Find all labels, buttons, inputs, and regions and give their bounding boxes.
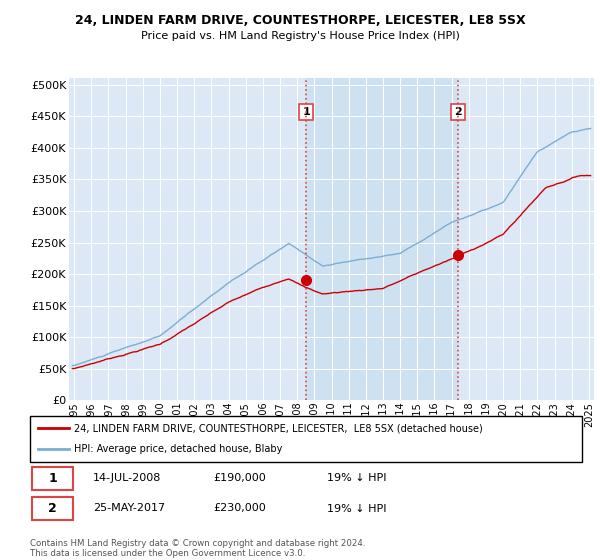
Text: 25-MAY-2017: 25-MAY-2017 — [93, 503, 165, 514]
Text: £190,000: £190,000 — [213, 473, 266, 483]
Text: 14-JUL-2008: 14-JUL-2008 — [93, 473, 161, 483]
Text: 19% ↓ HPI: 19% ↓ HPI — [327, 473, 386, 483]
Text: Price paid vs. HM Land Registry's House Price Index (HPI): Price paid vs. HM Land Registry's House … — [140, 31, 460, 41]
Text: £230,000: £230,000 — [213, 503, 266, 514]
Text: Contains HM Land Registry data © Crown copyright and database right 2024.
This d: Contains HM Land Registry data © Crown c… — [30, 539, 365, 558]
FancyBboxPatch shape — [30, 416, 582, 462]
Text: 24, LINDEN FARM DRIVE, COUNTESTHORPE, LEICESTER,  LE8 5SX (detached house): 24, LINDEN FARM DRIVE, COUNTESTHORPE, LE… — [74, 423, 483, 433]
Text: 19% ↓ HPI: 19% ↓ HPI — [327, 503, 386, 514]
FancyBboxPatch shape — [32, 497, 73, 520]
Bar — [307, 78, 458, 400]
Text: 1: 1 — [48, 472, 57, 485]
FancyBboxPatch shape — [32, 467, 73, 489]
Text: 24, LINDEN FARM DRIVE, COUNTESTHORPE, LEICESTER, LE8 5SX: 24, LINDEN FARM DRIVE, COUNTESTHORPE, LE… — [74, 14, 526, 27]
Text: 1: 1 — [302, 107, 310, 117]
Text: HPI: Average price, detached house, Blaby: HPI: Average price, detached house, Blab… — [74, 444, 283, 454]
Text: 2: 2 — [48, 502, 57, 515]
Text: 2: 2 — [455, 107, 463, 117]
